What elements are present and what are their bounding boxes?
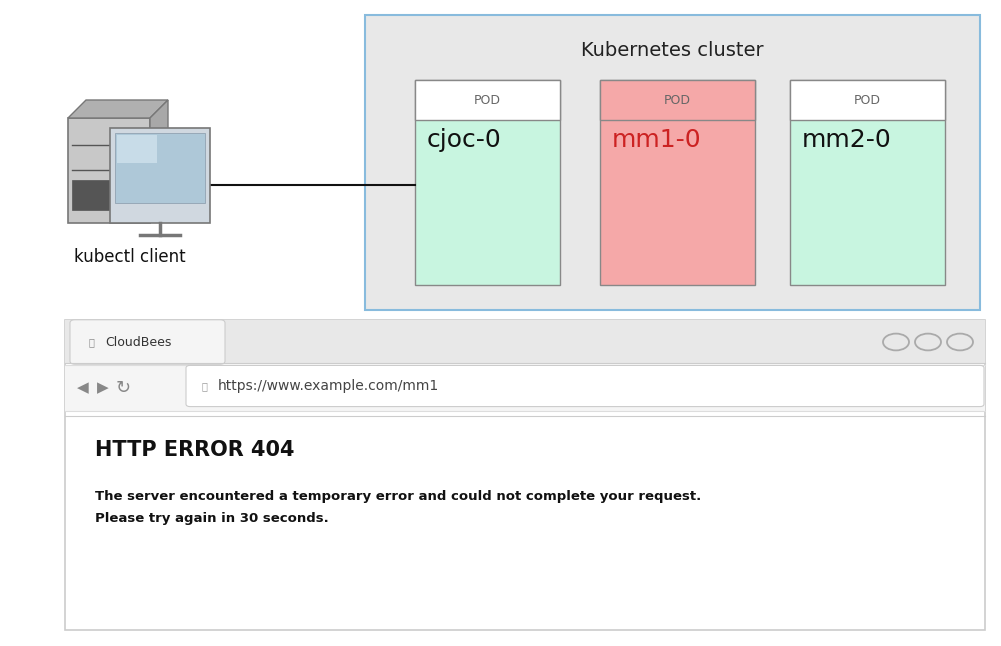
FancyBboxPatch shape	[790, 80, 945, 120]
Text: ↻: ↻	[115, 379, 130, 397]
Text: ◀: ◀	[77, 380, 89, 395]
FancyBboxPatch shape	[115, 133, 205, 203]
Text: mm2-0: mm2-0	[802, 128, 892, 152]
Text: 📄: 📄	[88, 337, 94, 347]
FancyBboxPatch shape	[365, 15, 980, 310]
Text: cjoc-0: cjoc-0	[427, 128, 502, 152]
Text: 📄: 📄	[201, 381, 207, 391]
FancyBboxPatch shape	[110, 128, 210, 223]
FancyBboxPatch shape	[790, 80, 945, 285]
FancyBboxPatch shape	[415, 80, 560, 120]
Text: POD: POD	[854, 94, 881, 107]
Text: https://www.example.com/mm1: https://www.example.com/mm1	[218, 379, 439, 393]
FancyBboxPatch shape	[65, 365, 985, 411]
Text: mm1-0: mm1-0	[612, 128, 702, 152]
Text: The server encountered a temporary error and could not complete your request.: The server encountered a temporary error…	[95, 490, 702, 503]
FancyBboxPatch shape	[600, 80, 755, 285]
Text: Kubernetes cluster: Kubernetes cluster	[582, 41, 764, 59]
Text: HTTP ERROR 404: HTTP ERROR 404	[95, 440, 294, 460]
FancyBboxPatch shape	[117, 135, 157, 163]
FancyBboxPatch shape	[70, 320, 225, 364]
FancyBboxPatch shape	[72, 180, 117, 210]
Polygon shape	[68, 100, 168, 118]
Text: kubectl client: kubectl client	[74, 248, 186, 266]
Text: CloudBees: CloudBees	[105, 335, 171, 348]
Text: POD: POD	[664, 94, 691, 107]
Text: ▶: ▶	[97, 380, 109, 395]
Text: POD: POD	[474, 94, 500, 107]
FancyBboxPatch shape	[186, 366, 984, 406]
FancyBboxPatch shape	[600, 80, 755, 120]
FancyBboxPatch shape	[65, 320, 985, 363]
FancyBboxPatch shape	[415, 80, 560, 285]
FancyBboxPatch shape	[68, 118, 150, 223]
FancyBboxPatch shape	[65, 320, 985, 630]
Text: Please try again in 30 seconds.: Please try again in 30 seconds.	[95, 512, 328, 525]
Polygon shape	[150, 100, 168, 223]
